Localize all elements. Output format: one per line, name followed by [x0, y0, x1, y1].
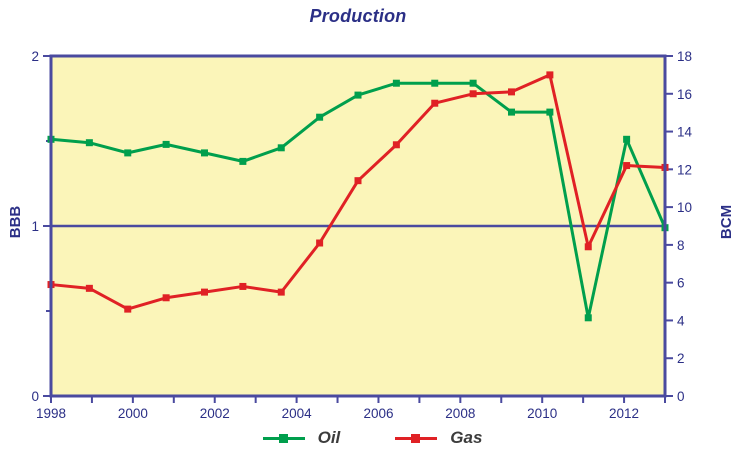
series-gas-marker [239, 282, 247, 290]
x-axis-tick-label: 2002 [200, 406, 230, 421]
left-axis-tick-label: 1 [31, 219, 39, 234]
series-gas-marker [584, 243, 592, 251]
series-oil-marker [392, 79, 400, 87]
series-gas-marker [508, 88, 515, 96]
series-oil-marker [354, 91, 362, 99]
x-axis-tick-label: 2006 [363, 406, 393, 421]
series-oil-marker [584, 314, 592, 322]
right-axis-tick-label: 18 [677, 49, 692, 64]
series-gas-marker [316, 239, 324, 247]
series-gas-marker [162, 294, 170, 302]
series-oil-marker [623, 135, 631, 143]
series-oil-marker [316, 113, 324, 121]
series-gas-marker [546, 71, 554, 79]
right-axis-tick-label: 8 [677, 238, 685, 253]
x-axis-tick-label: 2008 [445, 406, 475, 421]
series-oil-marker [508, 108, 515, 116]
series-oil-marker [85, 139, 93, 147]
right-axis-tick-label: 14 [677, 125, 693, 140]
series-oil-marker [546, 108, 554, 116]
x-axis-tick-label: 2000 [118, 406, 148, 421]
chart-title: Production [309, 6, 407, 26]
series-gas-marker [85, 284, 93, 292]
left-axis-title: BBB [7, 205, 24, 239]
right-axis-tick-label: 10 [677, 200, 692, 215]
legend-label-gas: Gas [450, 428, 483, 447]
series-oil-marker [431, 79, 439, 87]
legend: Oil Gas [0, 428, 745, 448]
x-axis-tick-label: 2010 [527, 406, 557, 421]
series-gas-marker [277, 288, 285, 296]
series-gas-marker [431, 99, 439, 107]
x-axis-tick-label: 2004 [282, 406, 313, 421]
legend-label-oil: Oil [317, 428, 341, 447]
series-gas-marker [392, 141, 400, 149]
right-axis-tick-label: 2 [677, 351, 685, 366]
series-gas-marker [201, 288, 208, 296]
right-axis-title: BCM [718, 204, 735, 240]
series-gas-marker [623, 162, 631, 170]
series-oil-marker [201, 149, 208, 157]
series-oil-marker [239, 157, 247, 165]
gas-line-swatch-icon [395, 433, 438, 443]
series-gas-marker [354, 177, 362, 185]
legend-item-oil: Oil [262, 428, 341, 448]
x-axis-tick-label: 2012 [609, 406, 639, 421]
series-gas-marker [469, 90, 477, 98]
right-axis-tick-label: 4 [677, 313, 685, 328]
series-gas-marker [124, 305, 132, 313]
oil-line-swatch-icon [262, 433, 305, 443]
left-axis-tick-label: 0 [31, 389, 39, 404]
right-axis-tick-label: 12 [677, 162, 692, 177]
legend-item-gas: Gas [395, 428, 482, 448]
series-oil-marker [469, 79, 477, 87]
plot-border [49, 54, 667, 398]
series-oil-marker [277, 144, 285, 152]
series-oil-marker [162, 140, 170, 148]
right-axis-tick-label: 0 [677, 389, 685, 404]
right-axis-tick-label: 16 [677, 87, 692, 102]
right-axis-tick-label: 6 [677, 276, 685, 291]
left-axis-tick-label: 2 [31, 49, 39, 64]
series-oil-marker [124, 149, 132, 157]
x-axis-tick-label: 1998 [36, 406, 66, 421]
